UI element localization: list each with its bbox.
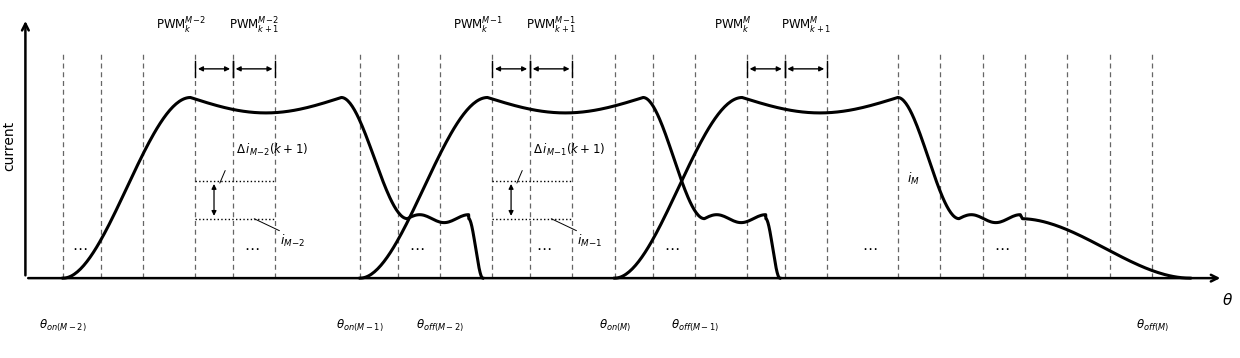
Text: $\theta_{off(M-1)}$: $\theta_{off(M-1)}$ [671, 318, 719, 334]
Text: $i_{M\!-\!1}$: $i_{M\!-\!1}$ [577, 233, 603, 249]
Text: $\Delta\, i_{M\!-\!2}(k+1)$: $\Delta\, i_{M\!-\!2}(k+1)$ [236, 142, 308, 158]
Text: $\theta_{off(M)}$: $\theta_{off(M)}$ [1136, 318, 1169, 334]
Text: $\cdots$: $\cdots$ [244, 240, 259, 255]
Text: $\mathrm{PWM}_{k+1}^{M}$: $\mathrm{PWM}_{k+1}^{M}$ [781, 16, 831, 36]
Text: $\Delta\, i_{M\!-\!1}(k+1)$: $\Delta\, i_{M\!-\!1}(k+1)$ [533, 142, 605, 158]
Text: $i_{M\!-\!2}$: $i_{M\!-\!2}$ [280, 233, 305, 249]
Text: $\theta_{off(M-2)}$: $\theta_{off(M-2)}$ [417, 318, 465, 334]
Text: $\cdots$: $\cdots$ [862, 240, 877, 255]
Text: $\theta_{on(M-1)}$: $\theta_{on(M-1)}$ [336, 318, 384, 334]
Text: $\cdots$: $\cdots$ [72, 240, 88, 255]
Text: $\mathrm{PWM}_k^{M\!-\!2}$: $\mathrm{PWM}_k^{M\!-\!2}$ [156, 16, 206, 36]
Text: $\mathrm{PWM}_k^{M\!-\!1}$: $\mathrm{PWM}_k^{M\!-\!1}$ [453, 16, 503, 36]
Text: $\cdots$: $\cdots$ [993, 240, 1009, 255]
Text: $i_{M}$: $i_{M}$ [908, 171, 920, 187]
Text: $\theta$: $\theta$ [1223, 292, 1234, 308]
Text: $\mathrm{PWM}_k^{M}$: $\mathrm{PWM}_k^{M}$ [714, 16, 751, 36]
Text: $\mathrm{PWM}_{k+1}^{M\!-\!2}$: $\mathrm{PWM}_{k+1}^{M\!-\!2}$ [229, 16, 280, 36]
Text: $\theta_{on(M-2)}$: $\theta_{on(M-2)}$ [40, 318, 87, 334]
Text: current: current [2, 121, 16, 171]
Text: $\mathrm{PWM}_{k+1}^{M\!-\!1}$: $\mathrm{PWM}_{k+1}^{M\!-\!1}$ [527, 16, 577, 36]
Text: $\cdots$: $\cdots$ [663, 240, 680, 255]
Text: $\cdots$: $\cdots$ [409, 240, 424, 255]
Text: $\theta_{on(M)}$: $\theta_{on(M)}$ [599, 318, 631, 334]
Text: $\cdots$: $\cdots$ [537, 240, 552, 255]
